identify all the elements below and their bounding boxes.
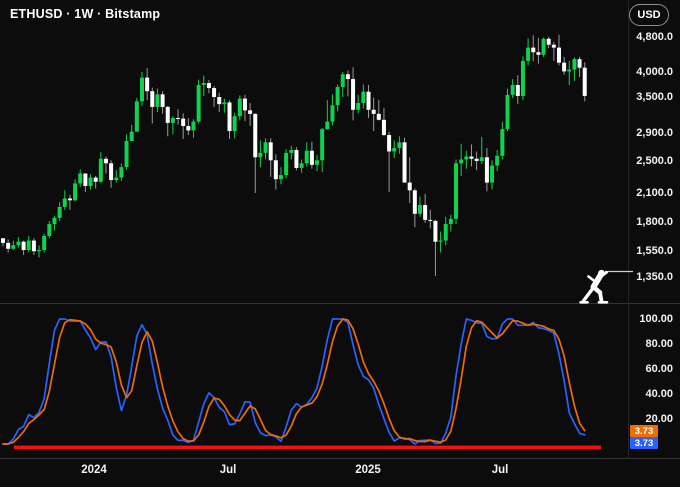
time-axis-label: 2025 (355, 464, 381, 476)
stoch-tick-label: 80.00 (645, 337, 673, 350)
price-tick-label: 4,000.0 (636, 65, 673, 78)
stoch-k-value-badge: 3.73 (630, 437, 658, 449)
stoch-tick-label: 20.00 (645, 412, 673, 425)
candlestick-series (1, 34, 587, 276)
price-tick-label: 2,900.0 (636, 126, 673, 139)
fencer-sticker[interactable] (579, 269, 634, 304)
time-axis-label: Jul (219, 464, 237, 476)
price-tick-label: 4,800.0 (636, 31, 673, 44)
stoch-tick-label: 60.00 (645, 362, 673, 375)
price-tick-label: 2,500.0 (636, 154, 673, 167)
price-tick-label: 1,350.0 (636, 270, 673, 283)
price-tick-label: 1,550.0 (636, 244, 673, 257)
price-tick-label: 1,800.0 (636, 216, 673, 229)
stoch-d-value-badge: 3.73 (630, 425, 658, 437)
symbol-title[interactable]: ETHUSD · 1W · Bitstamp (10, 7, 161, 21)
time-axis-label: Jul (491, 464, 509, 476)
price-tick-label: 2,100.0 (636, 187, 673, 200)
price-axis[interactable]: 4,800.0 4,000.0 3,500.0 2,900.0 2,500.0 2,100… (628, 0, 680, 458)
price-tick-label: 3,500.0 (636, 91, 673, 104)
time-axis[interactable]: 2024 Jul 2025 Jul (0, 458, 680, 487)
stoch-tick-label: 100.00 (639, 312, 673, 325)
currency-usd-button[interactable]: USD (629, 4, 669, 26)
stoch-tick-label: 40.00 (645, 387, 673, 400)
time-axis-label: 2024 (81, 464, 107, 476)
zero-horizontal-line-drawing[interactable] (14, 445, 601, 450)
